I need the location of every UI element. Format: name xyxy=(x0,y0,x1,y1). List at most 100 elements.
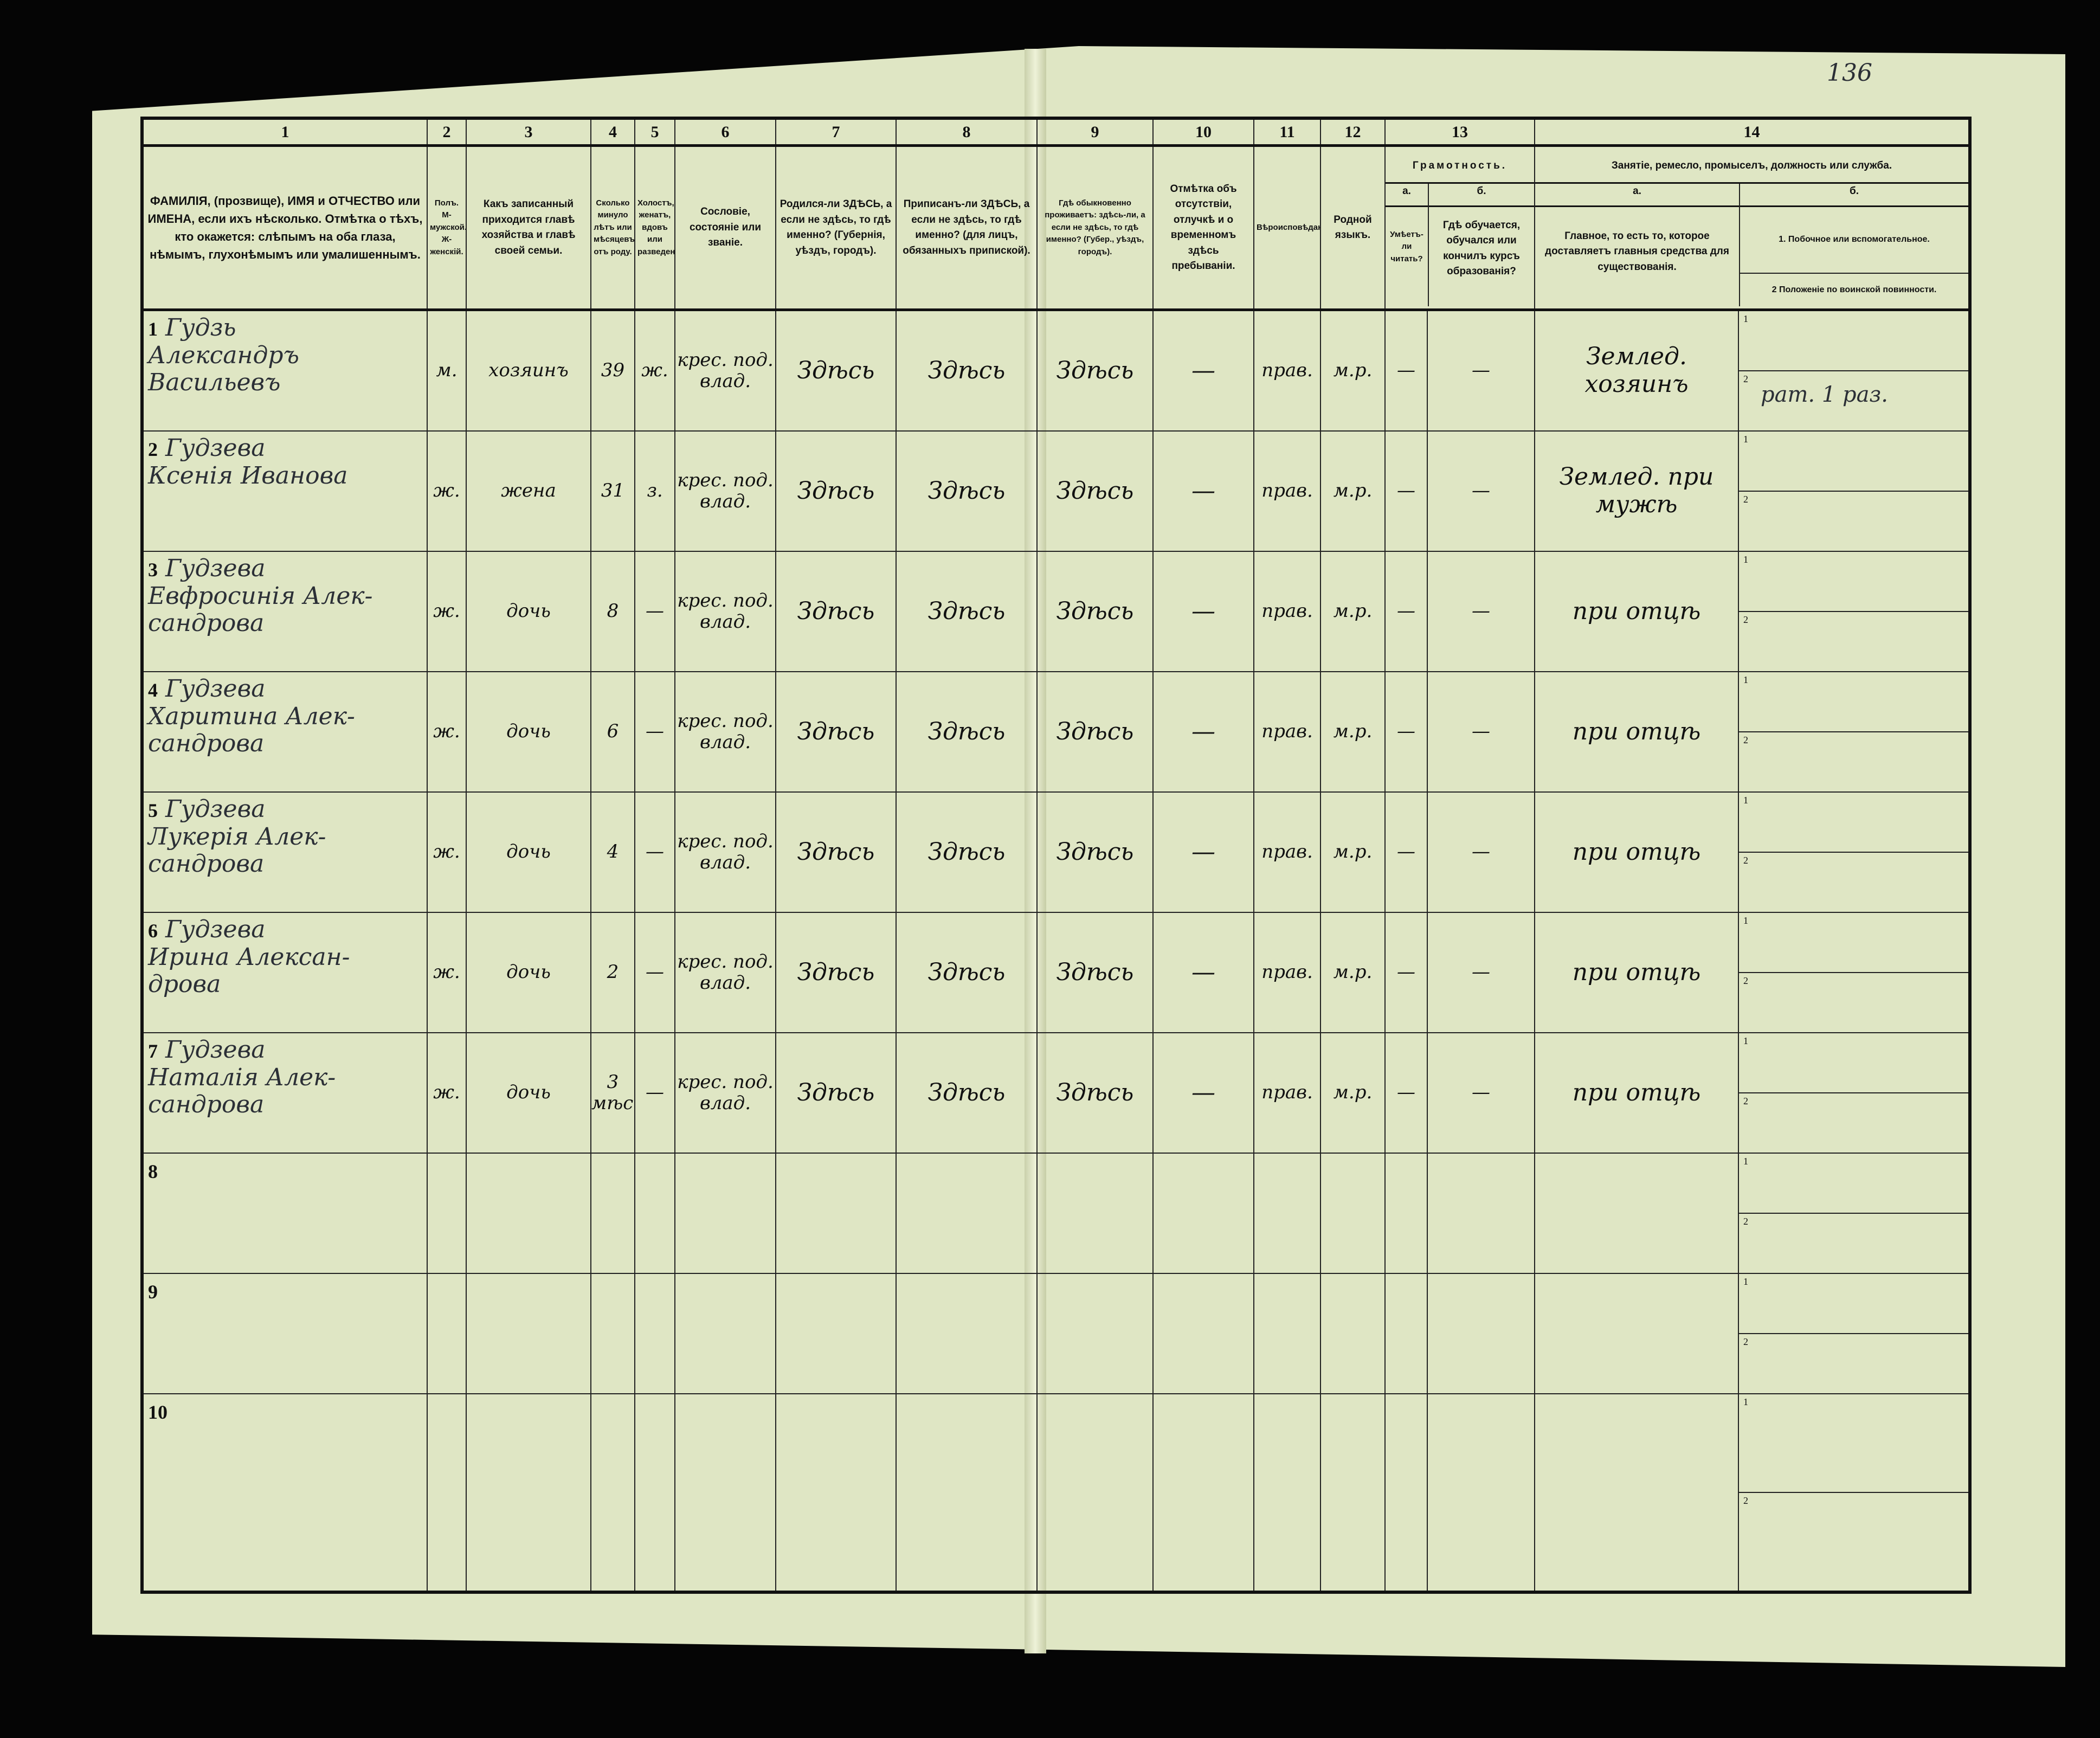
row-number: 6 xyxy=(148,920,158,942)
side-occupation-cell: 1 2 xyxy=(1738,671,1970,793)
marital-status: з. xyxy=(634,430,675,552)
col-num: 6 xyxy=(674,118,776,147)
side-occupation-cell: 1 2 рат. 1 раз. xyxy=(1738,309,1970,432)
sub-label: 2 xyxy=(1743,1336,1748,1347)
sub-label: 2 xyxy=(1743,374,1748,384)
sex xyxy=(427,1153,467,1274)
surname: Гудзева xyxy=(165,916,266,943)
given-name: Харитина Алек-сандрова xyxy=(148,702,355,758)
literacy-b-label: Гдѣ обучается, обучался или кончилъ курс… xyxy=(1442,219,1521,278)
name-cell: 2 Гудзева Ксенія Иванова xyxy=(141,430,428,552)
school: — xyxy=(1427,430,1535,552)
absence-note: — xyxy=(1152,791,1254,913)
sub-label: 1 xyxy=(1743,915,1748,926)
occupation-a-letter: а. xyxy=(1536,184,1739,207)
col-num: 7 xyxy=(775,118,897,147)
header-estate: Сословіе, состояніе или званіе. xyxy=(674,145,776,311)
row-number: 7 xyxy=(148,1040,158,1062)
surname: Гудзева xyxy=(165,555,266,582)
sub-label: 2 xyxy=(1743,1096,1748,1106)
residence: Здѣсь xyxy=(1036,551,1154,672)
residence xyxy=(1036,1153,1154,1274)
sub-label: 2 xyxy=(1743,614,1748,625)
page-number: 136 xyxy=(1827,59,1872,87)
census-row: 7 Гудзева Наталія Алек-сандрова ж. дочь 3… xyxy=(141,1032,1970,1154)
native-language: м.р. xyxy=(1320,791,1386,913)
registered-place: Здѣсь xyxy=(896,430,1038,552)
surname: Гудзева xyxy=(165,434,266,462)
main-occupation: Землед. хозяинъ xyxy=(1534,309,1739,432)
religion: прав. xyxy=(1253,912,1321,1033)
given-name: Наталія Алек-сандрова xyxy=(148,1063,336,1119)
religion: прав. xyxy=(1253,791,1321,913)
col-num: 4 xyxy=(590,118,635,147)
side-occupation-cell: 1 2 xyxy=(1738,1393,1970,1593)
birthplace: Здѣсь xyxy=(775,551,897,672)
row-number: 8 xyxy=(148,1161,158,1182)
absence-note xyxy=(1152,1153,1254,1274)
military-value: рат. 1 раз. xyxy=(1761,382,1888,407)
estate: крес. под. влад. xyxy=(674,791,776,913)
school xyxy=(1427,1273,1535,1394)
sub-label: 1 xyxy=(1743,434,1748,445)
col-num: 14 xyxy=(1534,118,1970,147)
census-row: 2 Гудзева Ксенія Иванова ж. жена 31 з. кр… xyxy=(141,430,1970,552)
col-num: 1 xyxy=(141,118,428,147)
side-occupation: 1 xyxy=(1740,913,1968,972)
absence-note xyxy=(1152,1393,1254,1593)
surname: Гудзева xyxy=(165,1036,266,1064)
relation: дочь xyxy=(466,551,591,672)
military-status: 2 xyxy=(1740,1492,1968,1591)
row-number: 1 xyxy=(148,318,158,340)
side-occupation-cell: 1 2 xyxy=(1738,912,1970,1033)
sub-label: 1 xyxy=(1743,795,1748,806)
school: — xyxy=(1427,551,1535,672)
relation: дочь xyxy=(466,912,591,1033)
estate: крес. под. влад. xyxy=(674,430,776,552)
header-registered: Приписанъ-ли ЗДѢСЬ, а если не здѣсь, то … xyxy=(896,145,1038,311)
name-cell: 4 Гудзева Харитина Алек-сандрова xyxy=(141,671,428,793)
age xyxy=(590,1393,635,1593)
can-read: — xyxy=(1384,430,1428,552)
row-number: 3 xyxy=(148,559,158,581)
birthplace: Здѣсь xyxy=(775,791,897,913)
header-religion: Вѣроисповѣданіе. xyxy=(1253,145,1321,311)
birthplace xyxy=(775,1273,897,1394)
marital-status: — xyxy=(634,551,675,672)
sex xyxy=(427,1273,467,1394)
absence-note: — xyxy=(1152,671,1254,793)
sub-label: 2 xyxy=(1743,855,1748,866)
school: — xyxy=(1427,309,1535,432)
registered-place: Здѣсь xyxy=(896,1032,1038,1154)
col-num: 3 xyxy=(466,118,591,147)
age: 2 xyxy=(590,912,635,1033)
relation: дочь xyxy=(466,791,591,913)
sex: ж. xyxy=(427,430,467,552)
absence-note: — xyxy=(1152,551,1254,672)
age: 31 xyxy=(590,430,635,552)
birthplace: Здѣсь xyxy=(775,1032,897,1154)
side-occupation-cell: 1 2 xyxy=(1738,551,1970,672)
military-status: 2 xyxy=(1740,1333,1968,1393)
school: — xyxy=(1427,791,1535,913)
occupation-b-letter: б. xyxy=(1740,184,1968,207)
literacy-a-label: Умѣетъ-ли читать? xyxy=(1390,229,1423,263)
birthplace: Здѣсь xyxy=(775,430,897,552)
residence: Здѣсь xyxy=(1036,791,1154,913)
main-occupation: при отцѣ xyxy=(1534,791,1739,913)
residence xyxy=(1036,1393,1154,1593)
age: 8 xyxy=(590,551,635,672)
sex: ж. xyxy=(427,671,467,793)
marital-status xyxy=(634,1153,675,1274)
registered-place: Здѣсь xyxy=(896,551,1038,672)
census-row: 10 1 2 xyxy=(141,1393,1970,1593)
row-number: 2 xyxy=(148,439,158,460)
occupation-b1-label: 1. Побочное или вспомогательное. xyxy=(1740,207,1968,274)
residence: Здѣсь xyxy=(1036,430,1154,552)
census-row: 9 1 2 xyxy=(141,1273,1970,1394)
absence-note xyxy=(1152,1273,1254,1394)
row-number: 5 xyxy=(148,800,158,821)
side-occupation: 1 xyxy=(1740,793,1968,852)
header-occupation: Занятіе, ремесло, промыселъ, должность и… xyxy=(1534,145,1970,311)
birthplace xyxy=(775,1393,897,1593)
